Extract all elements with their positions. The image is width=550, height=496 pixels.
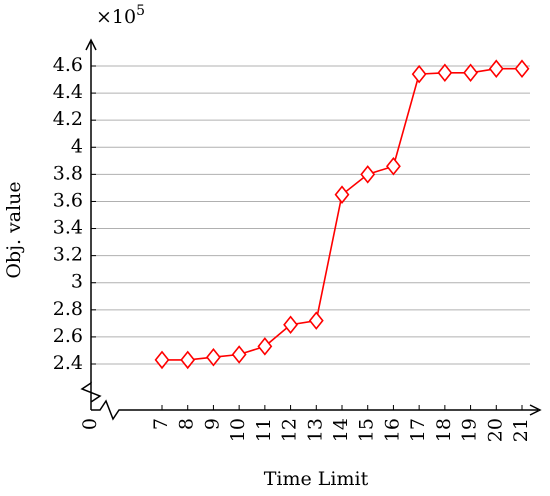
- point-marker: [257, 337, 273, 356]
- y-tick-label: 3.6: [53, 189, 83, 211]
- y-multiplier: ×105: [96, 3, 145, 28]
- x-tick-label: 17: [407, 418, 429, 442]
- point-marker: [488, 59, 504, 78]
- x-tick-label: 21: [510, 418, 532, 442]
- point-marker: [334, 185, 350, 204]
- x-axis: [91, 399, 538, 421]
- point-marker: [411, 64, 427, 84]
- x-tick-label: 9: [201, 418, 223, 430]
- point-marker: [514, 59, 530, 78]
- y-tick-label: 2.8: [53, 298, 83, 320]
- y-tick-label: 2.4: [53, 352, 83, 374]
- y-tick-label: 4: [71, 135, 83, 157]
- axes: [80, 38, 542, 421]
- y-tick-label: 4.4: [53, 81, 83, 103]
- x-tick-label: 10: [227, 418, 249, 442]
- point-marker: [463, 63, 478, 83]
- x-axis-arrow: [529, 404, 542, 416]
- x-tick-label: 15: [356, 418, 378, 442]
- x-tick-label: 8: [176, 418, 198, 430]
- y-tick-label: 3: [71, 271, 83, 293]
- series-line: [162, 67, 522, 361]
- x-tick-label: 14: [330, 418, 352, 442]
- y-tick-label: 3.8: [53, 162, 83, 184]
- x-tick-label: 7: [150, 418, 172, 430]
- grid: [91, 65, 530, 365]
- y-axis-label: Obj. value: [3, 181, 25, 278]
- x-tick-label: 13: [304, 418, 326, 442]
- x-tick-label: 16: [381, 418, 403, 442]
- point-marker: [206, 347, 221, 367]
- x-axis-label: Time Limit: [264, 468, 369, 490]
- y-axis-lower: [80, 381, 102, 410]
- x-tick-label: 20: [484, 418, 506, 442]
- y-multiplier-exponent: 5: [136, 3, 145, 19]
- y-tick-label: 2.6: [53, 325, 83, 347]
- y-tick-label: 3.4: [53, 217, 83, 239]
- y-tick-label: 4.2: [53, 108, 83, 130]
- x-tick-label: 12: [279, 418, 301, 442]
- x-tick-label: 19: [459, 418, 481, 442]
- point-marker: [283, 315, 298, 334]
- point-marker: [437, 63, 453, 83]
- point-marker: [360, 165, 376, 184]
- point-marker: [231, 345, 247, 364]
- x-tick-label: 11: [253, 418, 275, 442]
- y-multiplier-base: ×10: [96, 6, 136, 28]
- point-marker: [180, 350, 196, 370]
- y-tick-label: 4.6: [53, 54, 83, 76]
- point-marker: [308, 311, 324, 330]
- point-marker: [386, 156, 401, 176]
- x-tick-label: 18: [433, 418, 455, 442]
- y-axis-arrow: [85, 38, 97, 51]
- point-marker: [154, 350, 170, 370]
- x-tick-label: 0: [79, 418, 101, 430]
- y-tick-label: 3.2: [53, 244, 83, 266]
